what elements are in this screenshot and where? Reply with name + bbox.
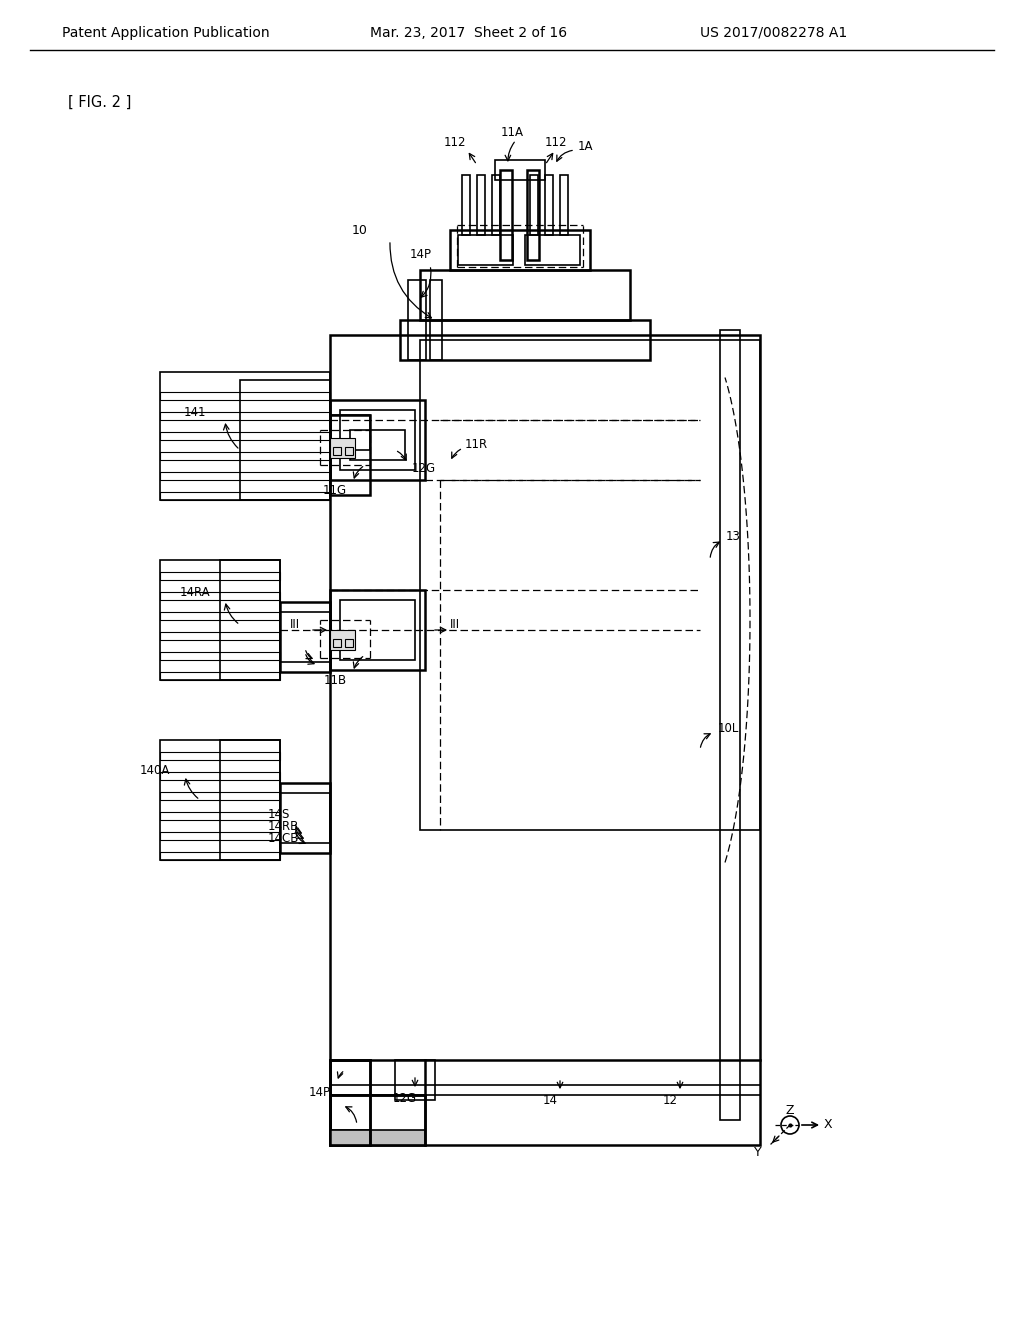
Bar	[160, 832, 280, 840]
Bar	[330, 630, 355, 649]
Bar	[527, 170, 539, 260]
Text: 14CB: 14CB	[268, 833, 299, 846]
Bar	[280, 612, 330, 663]
Bar	[160, 772, 280, 780]
Text: III: III	[450, 619, 460, 631]
Bar	[330, 335, 760, 1144]
Text: 14RB: 14RB	[268, 821, 299, 833]
Bar	[160, 432, 330, 440]
Text: Y: Y	[755, 1147, 762, 1159]
Bar	[330, 590, 425, 671]
Bar	[720, 330, 740, 1119]
Bar	[160, 672, 280, 680]
Bar	[160, 492, 330, 500]
Bar	[160, 851, 280, 861]
Text: 10L: 10L	[718, 722, 739, 734]
Text: 12G: 12G	[412, 462, 436, 474]
Bar	[330, 1130, 370, 1144]
Text: US 2017/0082278 A1: US 2017/0082278 A1	[700, 26, 847, 40]
Bar	[450, 230, 590, 271]
Text: 14P: 14P	[410, 248, 432, 261]
Bar	[495, 160, 545, 180]
Bar	[160, 372, 330, 500]
Bar	[160, 612, 280, 620]
Text: 13: 13	[726, 531, 741, 544]
Text: [ FIG. 2 ]: [ FIG. 2 ]	[68, 95, 131, 110]
Text: 12: 12	[663, 1093, 678, 1106]
Text: 11A: 11A	[501, 125, 523, 139]
Text: 141: 141	[183, 407, 206, 420]
Bar	[280, 602, 330, 672]
Bar	[345, 639, 353, 647]
Bar	[330, 1060, 370, 1144]
Bar	[280, 793, 330, 843]
Bar	[560, 176, 568, 235]
Bar	[330, 414, 370, 450]
Text: 12G: 12G	[393, 1092, 417, 1105]
Bar	[160, 632, 280, 640]
Bar	[160, 451, 330, 459]
Bar	[160, 392, 330, 400]
Bar	[408, 280, 426, 360]
Bar	[160, 473, 330, 480]
Text: Mar. 23, 2017  Sheet 2 of 16: Mar. 23, 2017 Sheet 2 of 16	[370, 26, 567, 40]
Bar	[160, 792, 280, 800]
Bar	[240, 380, 330, 500]
Text: 11B: 11B	[324, 673, 346, 686]
Bar	[160, 741, 280, 861]
Bar	[333, 639, 341, 647]
Bar	[160, 752, 280, 760]
Bar	[525, 235, 580, 265]
Text: 112: 112	[443, 136, 466, 149]
Bar	[330, 1096, 425, 1144]
Text: 14P: 14P	[309, 1085, 331, 1098]
Bar	[545, 176, 553, 235]
Bar	[340, 411, 415, 470]
Text: Patent Application Publication: Patent Application Publication	[62, 26, 269, 40]
Bar	[220, 560, 280, 680]
Bar	[350, 430, 406, 459]
Bar	[340, 601, 415, 660]
Bar	[160, 652, 280, 660]
Text: 14RA: 14RA	[179, 586, 210, 599]
Bar	[400, 319, 650, 360]
Bar	[345, 447, 353, 455]
Bar	[477, 176, 485, 235]
Bar	[330, 400, 425, 480]
Bar	[420, 271, 630, 319]
Text: 11G: 11G	[323, 483, 347, 496]
Bar	[458, 235, 513, 265]
Text: III: III	[290, 619, 300, 631]
Bar	[280, 783, 330, 853]
Bar	[333, 447, 341, 455]
Bar	[395, 1060, 435, 1100]
Text: X: X	[824, 1118, 833, 1131]
Bar	[160, 591, 280, 601]
Bar	[500, 170, 512, 260]
Bar	[160, 560, 280, 680]
Text: 11R: 11R	[465, 438, 488, 451]
Bar	[220, 741, 280, 861]
Bar	[330, 1130, 425, 1144]
Bar	[330, 438, 355, 458]
Bar	[420, 341, 760, 830]
Text: 14: 14	[543, 1093, 557, 1106]
Text: 1A: 1A	[578, 140, 594, 153]
Bar	[462, 176, 470, 235]
Bar	[160, 412, 330, 420]
Text: 112: 112	[545, 136, 567, 149]
Bar	[330, 414, 370, 495]
Text: 10: 10	[352, 223, 368, 236]
Bar	[430, 280, 442, 360]
Text: 14S: 14S	[268, 808, 291, 821]
Bar	[160, 572, 280, 579]
Text: 140A: 140A	[140, 763, 170, 776]
Bar	[530, 176, 538, 235]
Bar	[492, 176, 500, 235]
Bar	[160, 812, 280, 820]
Text: Z: Z	[785, 1105, 794, 1118]
